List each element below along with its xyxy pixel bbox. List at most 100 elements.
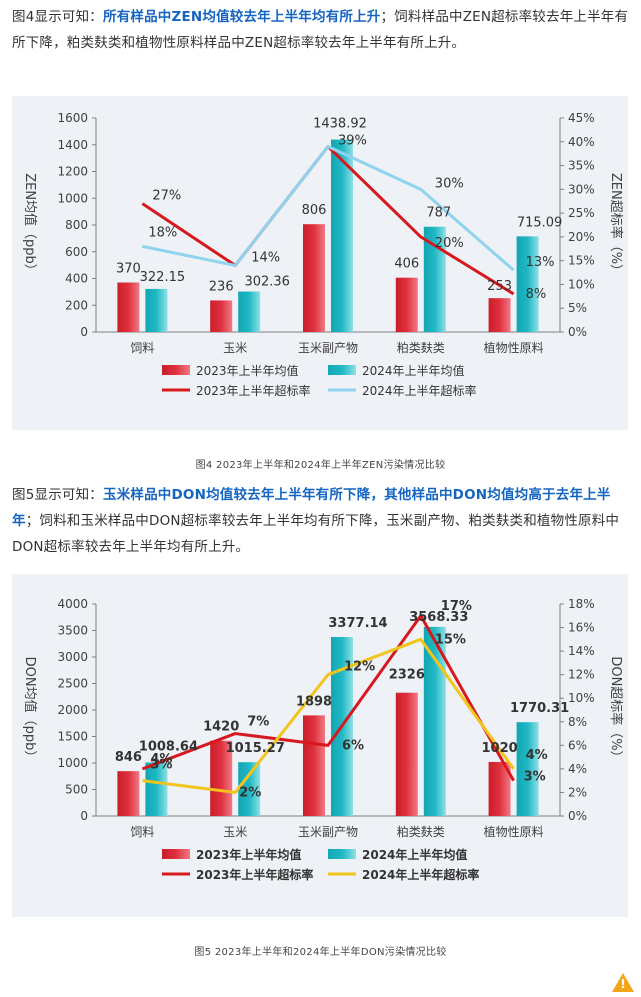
bar-2023-value-label: 846 <box>115 750 142 765</box>
bar-2024-value-label: 1770.31 <box>510 701 569 716</box>
bar-2024-value-label: 3377.14 <box>328 616 387 631</box>
category-label: 玉米副产物 <box>298 341 358 355</box>
legend-swatch-bar <box>328 365 356 375</box>
paragraph-highlight: 玉米样品中DON均值较去年上半年有所下降，其他样品中DON均值均高于去年上半年 <box>12 487 611 529</box>
rate-2023-label: 3% <box>524 770 546 785</box>
left-tick-label: 4000 <box>57 597 88 611</box>
legend-label: 2023年上半年超标率 <box>196 867 313 882</box>
legend-swatch-bar <box>162 849 190 859</box>
legend-label: 2023年上半年均值 <box>196 847 301 862</box>
category-label: 玉米副产物 <box>298 825 358 839</box>
rate-2023-label: 8% <box>526 287 547 302</box>
bar-2023 <box>117 282 140 332</box>
don-chart: 0 500 1000 1500 2000 2500 3000 3500 4000 0% 2% 4% 6%… <box>22 597 624 882</box>
figure-caption-zen: 图4 2023年上半年和2024年上半年ZEN污染情况比较 <box>195 460 446 471</box>
line-2023-rate <box>141 614 515 782</box>
bar-2024-value-label: 1015.27 <box>226 741 285 756</box>
left-tick-label: 1500 <box>57 730 88 744</box>
legend-label: 2023年上半年均值 <box>196 363 299 378</box>
bar-2023-value-label: 806 <box>302 203 327 218</box>
left-tick-label: 1400 <box>57 138 88 152</box>
bar-2023 <box>117 771 140 816</box>
figure-caption-don: 图5 2023年上半年和2024年上半年DON污染情况比较 <box>194 947 447 958</box>
right-tick-label: 0% <box>568 809 587 823</box>
rate-2023-label: 27% <box>152 189 181 204</box>
bar-2024 <box>516 722 539 816</box>
bar-2024-value-label: 1008.64 <box>139 740 198 755</box>
category-label: 饲料 <box>130 341 154 355</box>
category-label: 玉米 <box>223 341 247 355</box>
right-tick-label: 6% <box>568 738 587 752</box>
category-label: 饲料 <box>130 825 154 839</box>
left-axis-title: ZEN均值（ppb） <box>22 173 38 277</box>
bar-2023 <box>303 224 325 332</box>
paragraph-highlight: 所有样品中ZEN均值较去年上半年均有所上升 <box>103 9 381 25</box>
rate-2023-label: 39% <box>338 134 367 149</box>
left-tick-label: 400 <box>65 272 88 286</box>
left-tick-label: 2000 <box>57 703 88 717</box>
left-tick-label: 200 <box>65 298 88 312</box>
bar-2023 <box>395 692 418 816</box>
bar-2024-value-label: 787 <box>426 206 451 221</box>
right-tick-label: 4% <box>568 762 587 776</box>
right-tick-label: 2% <box>568 785 587 799</box>
bar-2024 <box>331 139 353 332</box>
bar-2023-value-label: 1898 <box>296 694 332 709</box>
legend-swatch-bar <box>162 365 190 375</box>
left-tick-label: 2500 <box>57 677 88 691</box>
paragraph-rest: ；饲料和玉米样品中DON超标率较去年上半年均有所下降，玉米副产物、粕类麸类和植物… <box>12 513 620 555</box>
left-tick-label: 600 <box>65 245 88 259</box>
bar-2023 <box>303 715 325 816</box>
bar-2024-value-label: 302.36 <box>244 275 290 290</box>
line-2024-rate <box>142 145 515 272</box>
right-tick-label: 40% <box>568 135 595 149</box>
category-label: 植物性原料 <box>484 824 544 839</box>
rate-2024-label: 18% <box>148 225 177 240</box>
bar-2024-value-label: 1438.92 <box>313 117 367 132</box>
right-tick-label: 16% <box>568 621 595 635</box>
rate-2024-label: 3% <box>150 758 172 773</box>
rate-2023-label: 17% <box>441 599 472 614</box>
don-chart-panel: 0 500 1000 1500 2000 2500 3000 3500 4000 0% 2% 4% 6%… <box>12 574 628 917</box>
right-tick-label: 0% <box>568 325 587 339</box>
paragraph-zen: 图4显示可知：所有样品中ZEN均值较去年上半年均有所上升；饲料样品中ZEN超标率… <box>12 4 632 56</box>
bar-2024 <box>516 236 539 332</box>
warning-exclamation: ! <box>620 977 626 991</box>
left-tick-label: 1600 <box>57 111 88 125</box>
left-tick-label: 0 <box>80 809 88 823</box>
legend-label: 2023年上半年超标率 <box>196 383 311 398</box>
bar-2023-value-label: 406 <box>394 257 419 272</box>
category-label: 粕类麸类 <box>397 824 445 839</box>
left-tick-label: 3000 <box>57 650 88 664</box>
bar-2023-value-label: 236 <box>209 279 234 294</box>
bar-2024 <box>423 226 446 332</box>
right-tick-label: 14% <box>568 644 595 658</box>
rate-2024-label: 12% <box>344 660 375 675</box>
rate-2024-label: 30% <box>435 176 464 191</box>
legend-label: 2024年上半年均值 <box>362 363 465 378</box>
warning-triangle-icon[interactable] <box>612 973 634 992</box>
bar-2024-value-label: 3568.33 <box>409 610 468 625</box>
bar-2023 <box>395 277 418 332</box>
right-tick-label: 25% <box>568 206 595 220</box>
right-tick-label: 35% <box>568 159 595 173</box>
rate-2023-label: 7% <box>247 715 269 730</box>
bar-2024 <box>238 762 261 816</box>
rate-2023-label: 20% <box>435 236 464 251</box>
rate-2024-label: 2% <box>239 785 261 800</box>
category-label: 粕类麸类 <box>397 340 445 355</box>
right-tick-label: 12% <box>568 668 595 682</box>
rate-2023-label: 4% <box>150 752 172 767</box>
bar-2023 <box>488 298 511 332</box>
left-tick-label: 3500 <box>57 624 88 638</box>
bar-2023-value-label: 253 <box>487 279 512 294</box>
bar-2023-value-label: 370 <box>116 262 141 277</box>
category-label: 植物性原料 <box>484 340 544 355</box>
paragraph-don: 图5显示可知：玉米样品中DON均值较去年上半年有所下降，其他样品中DON均值均高… <box>12 482 632 560</box>
rate-2023-label: 6% <box>342 738 364 753</box>
left-tick-label: 800 <box>65 218 88 232</box>
left-axis-title: DON均值（ppb） <box>22 657 38 764</box>
bar-2023-value-label: 2326 <box>389 668 425 683</box>
bar-2024 <box>423 626 446 816</box>
right-tick-label: 5% <box>568 301 587 315</box>
